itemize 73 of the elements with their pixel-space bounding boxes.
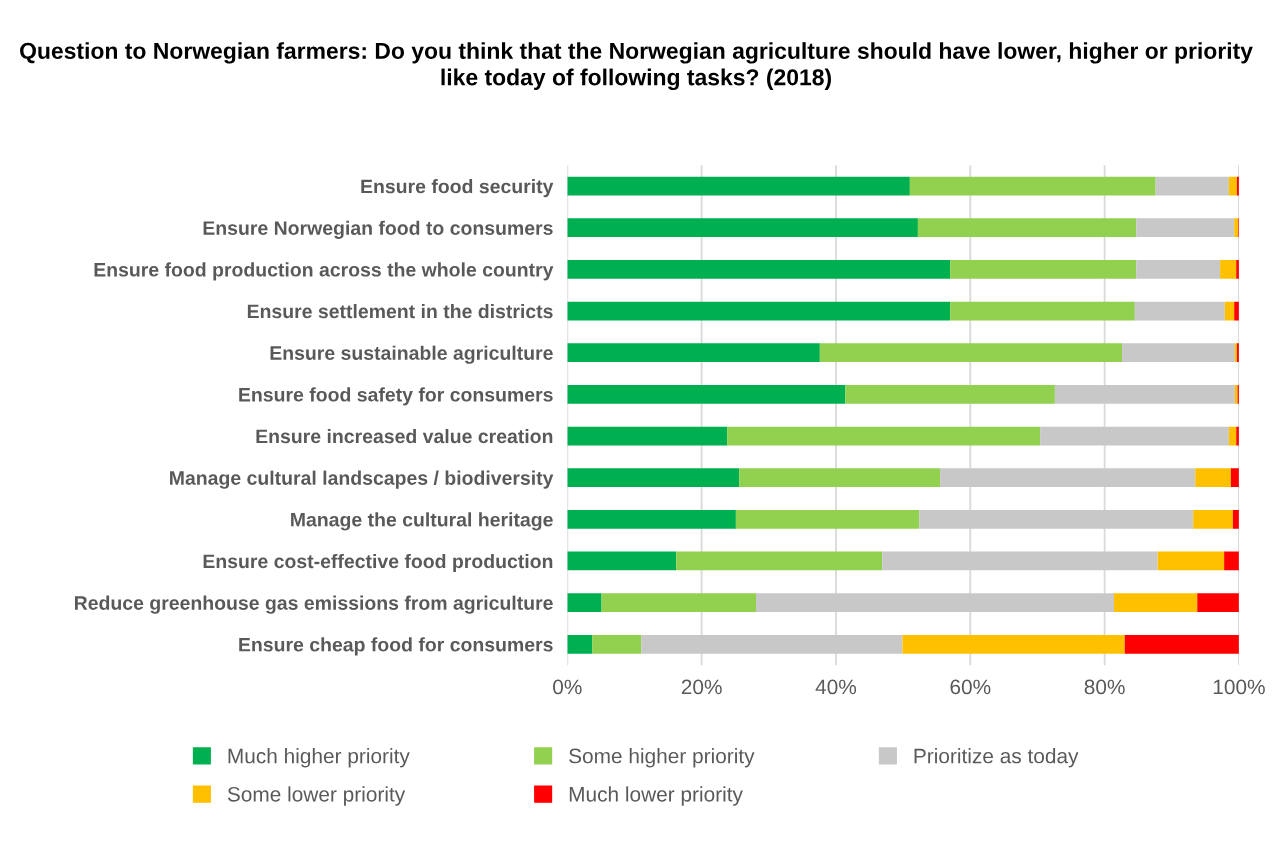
legend-label: Some higher priority: [569, 748, 755, 768]
bar: [676, 551, 883, 571]
y-tick-label: Ensure food safety for consumers: [239, 387, 553, 406]
bar: [567, 260, 951, 279]
x-tick-label: 40%: [815, 679, 857, 695]
bar: [950, 260, 1137, 279]
y-tick-label: Ensure settlement in the districts: [247, 303, 553, 319]
bar: [1136, 260, 1221, 279]
bar: [567, 468, 740, 488]
bar: [727, 426, 1041, 446]
chart-title: Question to Norwegian farmers: Do you think that the Norwegian agriculture should have lower, higher or priority like today of following tasks? (2018): [20, 42, 1253, 91]
legend-label: Prioritize as today: [914, 748, 1079, 768]
x-tick-label: 60%: [950, 679, 991, 695]
bar: [1228, 176, 1237, 196]
bar: [567, 301, 951, 321]
bar: [909, 176, 1156, 196]
y-tick-label: Ensure Norwegian food to consumers: [203, 220, 553, 239]
bar: [882, 551, 1158, 571]
bar: [1054, 384, 1235, 404]
y-tick-label: Ensure food production across the whole country: [94, 262, 554, 281]
bar: [1224, 301, 1235, 321]
bar: [567, 176, 910, 196]
bar: [567, 343, 820, 363]
bar: [567, 634, 593, 654]
bar: [1234, 218, 1239, 238]
legend-label: Some lower priority: [227, 786, 406, 806]
bar: [1224, 551, 1239, 571]
x-tick-label: 100%: [1213, 679, 1265, 695]
bar: [1040, 426, 1229, 446]
bar: [1155, 176, 1229, 196]
bar: [567, 426, 728, 446]
bar: [641, 634, 903, 654]
y-tick-label: Ensure cheap food for consumers: [239, 637, 553, 656]
bar: [917, 218, 1137, 238]
legend-label: Much higher priority: [228, 748, 410, 768]
bar: [756, 593, 1115, 613]
y-tick-label: Ensure increased value creation: [256, 428, 553, 444]
y-tick-label: Reduce greenhouse gas emissions from agriculture: [74, 595, 553, 614]
bar: [1197, 593, 1239, 613]
bar: [1157, 551, 1225, 571]
bar: [735, 509, 920, 529]
bar: [601, 593, 757, 613]
bar: [1195, 468, 1231, 488]
bar: [567, 509, 736, 529]
bar: [567, 218, 918, 238]
bar: [1193, 509, 1233, 529]
x-tick-label: 80%: [1084, 679, 1125, 695]
bar: [940, 468, 1196, 488]
y-tick-label: Manage cultural landscapes / biodiversity: [170, 470, 554, 489]
y-tick-label: Manage the cultural heritage: [291, 512, 553, 531]
bar: [1228, 426, 1237, 446]
bar: [567, 593, 602, 613]
bar: [819, 343, 1123, 363]
bar: [1136, 218, 1235, 238]
bar: [567, 551, 677, 571]
bar: [1114, 593, 1198, 613]
bar: [1122, 343, 1235, 363]
bar: [1220, 260, 1237, 279]
bar: [1124, 634, 1239, 654]
legend-label: Much lower priority: [569, 786, 743, 806]
y-tick-label: Ensure food security: [361, 179, 554, 198]
bar: [902, 634, 1125, 654]
x-tick-label: 20%: [681, 679, 722, 695]
y-tick-label: Ensure sustainable agriculture: [270, 345, 553, 364]
bar: [739, 468, 941, 488]
bar: [950, 301, 1135, 321]
bar: [1134, 301, 1225, 321]
bar: [567, 384, 846, 404]
bar: [919, 509, 1194, 529]
bar: [845, 384, 1055, 404]
x-tick-label: 0%: [553, 679, 582, 695]
bar: [592, 634, 642, 654]
y-tick-label: Ensure cost-effective food production: [203, 553, 553, 573]
